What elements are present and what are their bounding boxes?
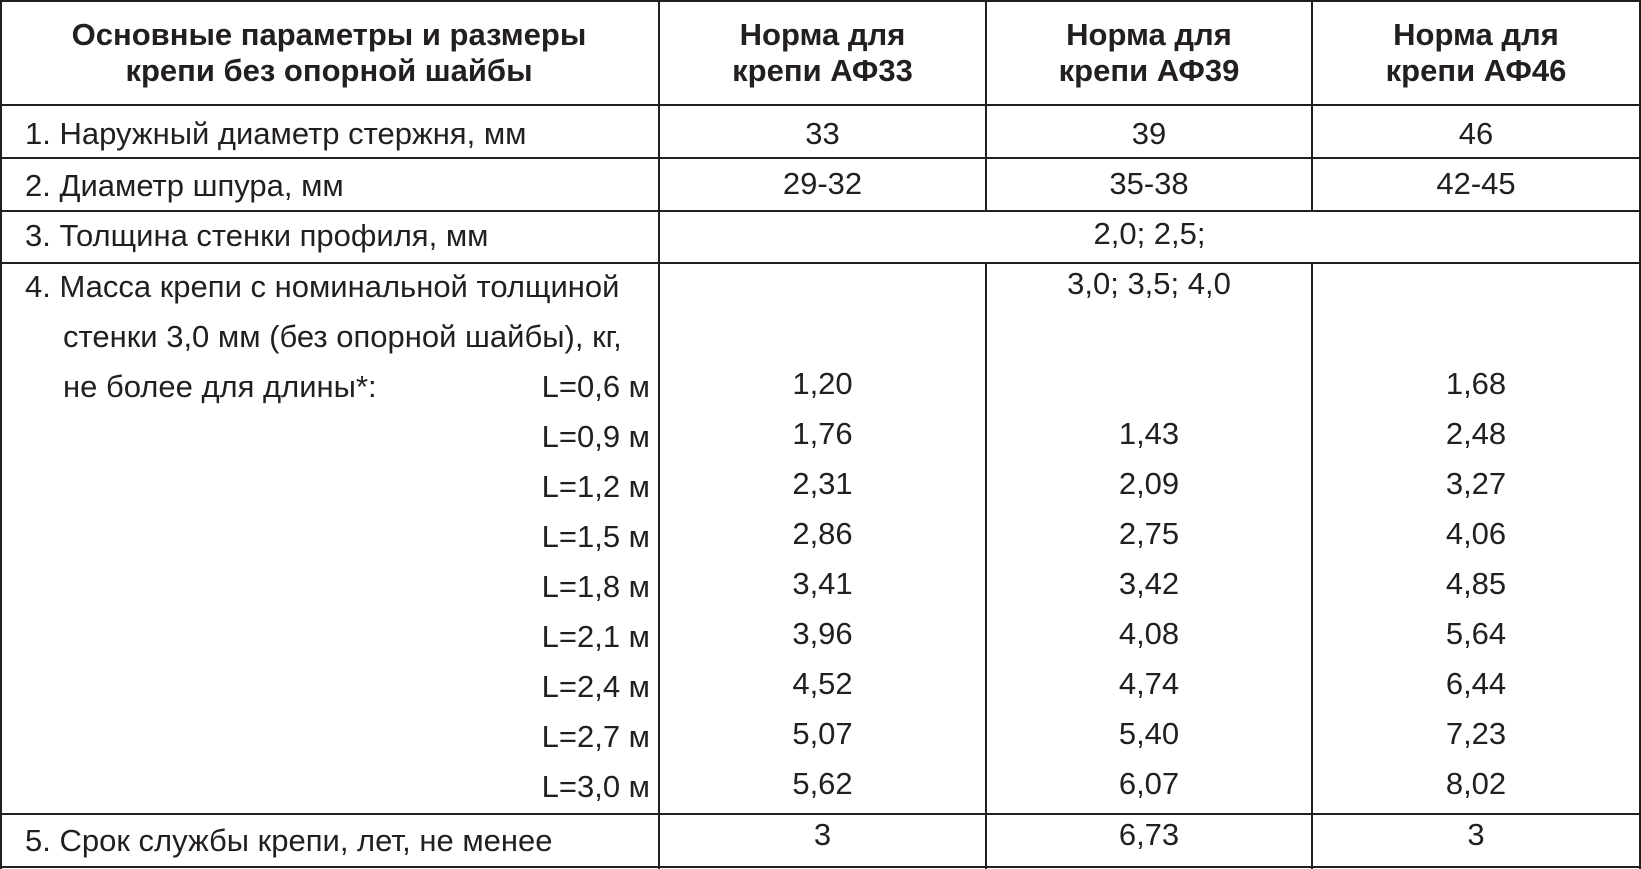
row3-label: 3. Толщина стенки профиля, мм (25, 218, 489, 253)
mass-af39: 6,07 (1118, 766, 1180, 801)
table-divider (0, 157, 1641, 159)
header-af33-line1: Норма для (739, 17, 906, 52)
row1-af39: 39 (1131, 116, 1167, 151)
header-parameters-line2: крепи без опорной шайбы (125, 53, 533, 88)
mass-af39: 2,09 (1118, 466, 1180, 501)
row5-af33: 3 (813, 817, 832, 852)
table-border-right (1639, 0, 1641, 869)
row4-label-line2: стенки 3,0 мм (без опорной шайбы), кг, (63, 319, 622, 354)
mass-af33: 3,41 (792, 566, 853, 601)
header-af33: Норма для крепи АФ33 (660, 17, 985, 89)
length-label: L=1,8 м (541, 569, 650, 604)
length-label: L=0,9 м (541, 419, 650, 454)
table-divider (0, 104, 1641, 106)
table-divider (0, 210, 1641, 212)
mass-af46: 6,44 (1445, 666, 1507, 701)
header-af46: Норма для крепи АФ46 (1313, 17, 1639, 89)
row2-af39: 35-38 (1109, 166, 1189, 201)
mass-af33: 5,62 (792, 766, 853, 801)
length-label: L=3,0 м (541, 769, 650, 804)
table-divider (0, 262, 1641, 264)
mass-af46: 3,27 (1445, 466, 1507, 501)
column-divider (985, 262, 987, 869)
header-af39-line1: Норма для (1066, 17, 1232, 52)
row4-label-line3: не более для длины*: (63, 369, 377, 404)
header-parameters: Основные параметры и размеры крепи без о… (0, 17, 658, 89)
row3-value-continued: 3,0; 3,5; 4,0 (1067, 266, 1231, 301)
header-af33-line2: крепи АФ33 (732, 53, 913, 88)
mass-af33: 5,07 (792, 716, 853, 751)
table-border-bottom (0, 866, 1641, 868)
mass-af33: 3,96 (792, 616, 853, 651)
mass-af39: 2,75 (1118, 516, 1180, 551)
header-af46-line2: крепи АФ46 (1385, 53, 1567, 88)
mass-af39: 4,74 (1118, 666, 1180, 701)
row1-af46: 46 (1458, 116, 1494, 151)
length-label: L=1,2 м (541, 469, 650, 504)
row2-af33: 29-32 (782, 166, 863, 201)
length-label: L=2,4 м (541, 669, 650, 704)
mass-af46: 4,85 (1445, 566, 1507, 601)
mass-af33: 4,52 (792, 666, 853, 701)
length-label: L=2,7 м (541, 719, 650, 754)
column-divider (1311, 0, 1313, 211)
column-divider (985, 0, 987, 211)
row2-af46: 42-45 (1436, 166, 1516, 201)
length-label: L=2,1 м (541, 619, 650, 654)
row1-label: 1. Наружный диаметр стержня, мм (25, 116, 527, 151)
mass-af33: 1,20 (792, 366, 853, 401)
row5-af39: 6,73 (1118, 817, 1180, 852)
mass-af39: 4,08 (1118, 616, 1180, 651)
length-label: L=1,5 м (541, 519, 650, 554)
mass-af39: 5,40 (1118, 716, 1180, 751)
length-label: L=0,6 м (541, 369, 650, 404)
column-divider (1311, 262, 1313, 869)
mass-af46: 7,23 (1445, 716, 1507, 751)
mass-af46: 2,48 (1445, 416, 1507, 451)
header-af39: Норма для крепи АФ39 (987, 17, 1311, 89)
mass-af33: 2,86 (792, 516, 853, 551)
mass-af33: 1,76 (792, 416, 853, 451)
row2-label: 2. Диаметр шпура, мм (25, 168, 344, 203)
header-af39-line2: крепи АФ39 (1058, 53, 1240, 88)
header-af46-line1: Норма для (1393, 17, 1559, 52)
header-parameters-line1: Основные параметры и размеры (71, 17, 587, 52)
row3-value: 2,0; 2,5; (1093, 216, 1206, 251)
row4-label-line1: 4. Масса крепи с номинальной толщиной (25, 269, 620, 304)
table-border-left (0, 0, 2, 869)
mass-af46: 4,06 (1445, 516, 1507, 551)
mass-af33: 2,31 (792, 466, 853, 501)
mass-af46: 8,02 (1445, 766, 1507, 801)
row5-label: 5. Срок службы крепи, лет, не менее (25, 823, 553, 858)
row5-af46: 3 (1467, 817, 1485, 852)
column-divider (658, 0, 660, 869)
table-divider (0, 813, 1641, 815)
mass-af46: 5,64 (1445, 616, 1507, 651)
mass-af46: 1,68 (1445, 366, 1507, 401)
mass-af39: 3,42 (1118, 566, 1180, 601)
mass-af39: 1,43 (1118, 416, 1180, 451)
table-border-top (0, 0, 1641, 2)
row1-af33: 33 (805, 116, 840, 151)
